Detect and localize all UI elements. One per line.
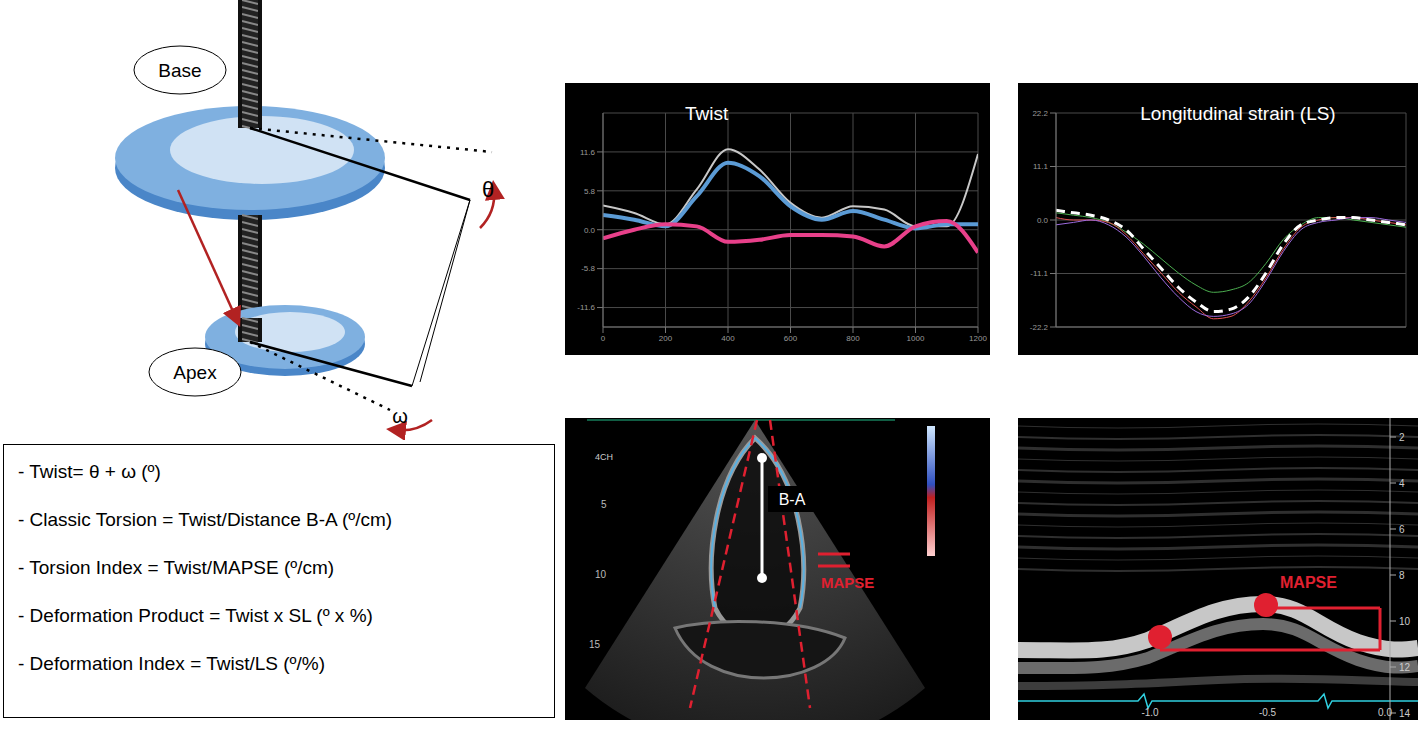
svg-text:-0.5: -0.5: [1259, 707, 1277, 718]
svg-text:-11.6: -11.6: [577, 303, 595, 312]
svg-text:10: 10: [595, 569, 607, 580]
svg-text:600: 600: [784, 334, 798, 343]
svg-text:0.0: 0.0: [1378, 707, 1392, 718]
svg-text:22.2: 22.2: [1032, 109, 1048, 118]
svg-text:0.0: 0.0: [1037, 216, 1049, 225]
svg-text:5: 5: [601, 499, 607, 510]
svg-text:14: 14: [1399, 708, 1410, 719]
svg-text:4: 4: [1399, 478, 1405, 489]
svg-text:B-A: B-A: [779, 491, 806, 508]
svg-text:12: 12: [1399, 662, 1410, 673]
svg-text:0: 0: [601, 334, 606, 343]
html-text:- Torsion Index = Twist/MAPSE: - Torsion Index = Twist/MAPSE (º/cm): [18, 557, 335, 578]
svg-text:-11.1: -11.1: [1030, 269, 1048, 278]
svg-text:-5.8: -5.8: [581, 264, 595, 273]
svg-text:1000: 1000: [907, 334, 925, 343]
html-text:- Deformation Product = Twist: - Deformation Product = Twist x SL (º x …: [18, 605, 373, 626]
svg-text:Apex: Apex: [173, 362, 217, 383]
html-text:- Classic Torsion = Twist/Dist: - Classic Torsion = Twist/Distance B-A (…: [18, 509, 393, 530]
svg-text:-1.0: -1.0: [1141, 707, 1159, 718]
html-text:- Deformation Index = Twist/LS: - Deformation Index = Twist/LS (º/%): [18, 653, 325, 674]
svg-text:200: 200: [659, 334, 673, 343]
svg-text:11.6: 11.6: [580, 148, 596, 157]
svg-text:θ: θ: [482, 177, 494, 202]
svg-text:5.8: 5.8: [584, 187, 596, 196]
svg-text:6: 6: [1399, 524, 1405, 535]
svg-text:4CH: 4CH: [595, 452, 613, 462]
html-text:Twist: Twist: [685, 103, 729, 124]
svg-text:MAPSE: MAPSE: [821, 574, 874, 591]
svg-text:2: 2: [1399, 432, 1405, 443]
html-text:- Twist= θ + ω (º): - Twist= θ + ω (º): [18, 461, 161, 482]
svg-text:10: 10: [1399, 616, 1410, 627]
svg-text:MAPSE: MAPSE: [1280, 574, 1337, 591]
html-text:Longitudinal strain (LS): Longitudinal strain (LS): [1140, 103, 1336, 124]
svg-text:1200: 1200: [969, 334, 987, 343]
svg-text:400: 400: [721, 334, 735, 343]
svg-text:-22.2: -22.2: [1030, 323, 1049, 332]
svg-text:15: 15: [589, 639, 601, 650]
svg-text:800: 800: [846, 334, 860, 343]
svg-text:Base: Base: [158, 60, 201, 81]
svg-text:ω: ω: [392, 405, 408, 427]
svg-text:0.0: 0.0: [584, 226, 596, 235]
svg-text:8: 8: [1399, 570, 1405, 581]
svg-text:11.1: 11.1: [1033, 162, 1049, 171]
